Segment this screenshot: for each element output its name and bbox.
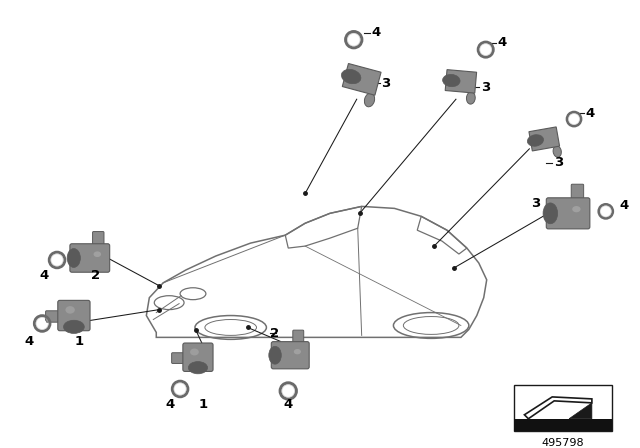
Ellipse shape: [602, 207, 610, 215]
Text: 1: 1: [74, 335, 83, 348]
Ellipse shape: [543, 203, 557, 224]
Text: 2: 2: [91, 269, 100, 282]
FancyBboxPatch shape: [70, 244, 109, 272]
Ellipse shape: [52, 256, 61, 264]
Text: 3: 3: [531, 197, 540, 210]
Text: 1: 1: [198, 398, 207, 411]
FancyBboxPatch shape: [183, 343, 213, 371]
Ellipse shape: [467, 92, 476, 104]
Text: 4: 4: [498, 36, 507, 49]
Text: 3: 3: [554, 156, 563, 169]
Ellipse shape: [364, 93, 374, 107]
Text: 495798: 495798: [542, 438, 584, 448]
Text: 4: 4: [166, 398, 175, 411]
Ellipse shape: [294, 349, 301, 354]
Polygon shape: [445, 69, 477, 93]
Ellipse shape: [67, 249, 81, 267]
FancyBboxPatch shape: [293, 330, 304, 345]
Ellipse shape: [341, 69, 361, 84]
FancyBboxPatch shape: [572, 184, 584, 201]
Text: 4: 4: [586, 107, 595, 120]
FancyBboxPatch shape: [93, 232, 104, 247]
Ellipse shape: [65, 306, 75, 314]
FancyBboxPatch shape: [45, 311, 63, 322]
Ellipse shape: [269, 346, 282, 364]
Text: 4: 4: [24, 335, 34, 348]
Polygon shape: [342, 64, 381, 95]
Ellipse shape: [443, 74, 460, 86]
Text: 4: 4: [620, 199, 629, 212]
Ellipse shape: [63, 320, 84, 333]
Text: 2: 2: [270, 327, 280, 340]
Ellipse shape: [553, 146, 561, 157]
Text: 4: 4: [372, 26, 381, 39]
Text: 3: 3: [481, 81, 490, 94]
Bar: [515, 385, 612, 431]
Ellipse shape: [93, 251, 101, 257]
FancyBboxPatch shape: [172, 353, 188, 363]
Ellipse shape: [570, 115, 578, 123]
FancyBboxPatch shape: [58, 300, 90, 331]
Polygon shape: [569, 403, 592, 419]
Bar: [515, 419, 612, 431]
Ellipse shape: [190, 349, 199, 355]
Ellipse shape: [572, 206, 580, 212]
Ellipse shape: [527, 135, 543, 146]
Ellipse shape: [349, 35, 358, 44]
FancyBboxPatch shape: [547, 198, 590, 229]
Text: 3: 3: [381, 77, 391, 90]
Polygon shape: [529, 127, 559, 151]
Ellipse shape: [188, 362, 207, 374]
Ellipse shape: [38, 319, 47, 328]
Ellipse shape: [481, 45, 490, 54]
Ellipse shape: [176, 385, 184, 393]
Text: 4: 4: [284, 398, 293, 411]
Text: 4: 4: [40, 269, 49, 282]
FancyBboxPatch shape: [271, 342, 309, 369]
Ellipse shape: [284, 387, 292, 396]
